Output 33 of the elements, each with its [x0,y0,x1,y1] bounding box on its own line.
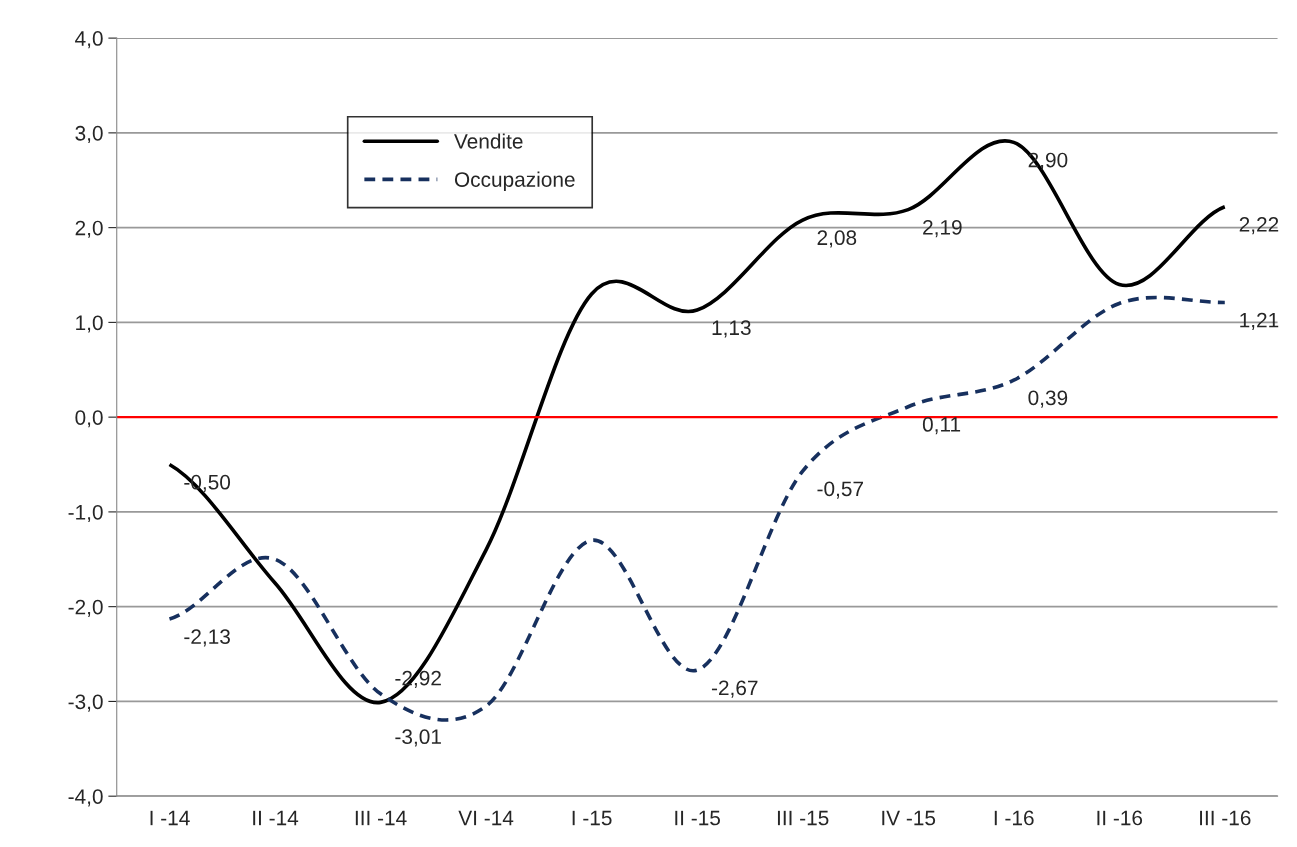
x-tick-label: I -16 [994,810,1034,826]
data-label: 2,22 [1239,217,1279,235]
y-tick-label: -4,0 [68,789,103,807]
data-label: 0,11 [922,417,961,435]
data-label: 1,13 [712,320,751,338]
x-tick-label: III -14 [355,810,407,826]
x-tick-label: II -14 [253,810,299,826]
y-tick-label: 2,0 [75,220,103,238]
y-tick-label: 3,0 [75,125,103,144]
data-label: -2,67 [711,680,758,698]
y-tick-label: -2,0 [68,599,103,617]
x-tick-label: I -14 [150,810,190,826]
x-tick-label: III -16 [1200,810,1251,826]
data-label: -3,01 [395,729,441,747]
y-tick-label: 4,0 [75,31,103,49]
y-tick-label: -1,0 [68,504,103,523]
data-label: 1,21 [1240,312,1279,330]
x-tick-label: III -15 [777,810,829,826]
x-tick-label: I -15 [572,810,612,826]
data-label: 0,39 [1028,390,1068,408]
data-label: 2,19 [923,219,962,238]
x-tick-label: II -16 [1097,810,1143,826]
data-label: 2,08 [817,230,857,248]
y-tick-label: 0,0 [75,410,103,428]
x-tick-label: IV -15 [882,810,936,826]
data-label: -2,13 [184,629,230,647]
legend-label: Vendite [454,133,523,149]
y-tick-label: 1,0 [76,315,103,333]
y-tick-label: -3,0 [68,694,103,712]
legend-label: Occupazione [454,171,575,192]
data-label: -0,57 [817,481,863,499]
x-tick-label: II -15 [675,810,720,826]
x-tick-label: VI -14 [458,810,514,826]
